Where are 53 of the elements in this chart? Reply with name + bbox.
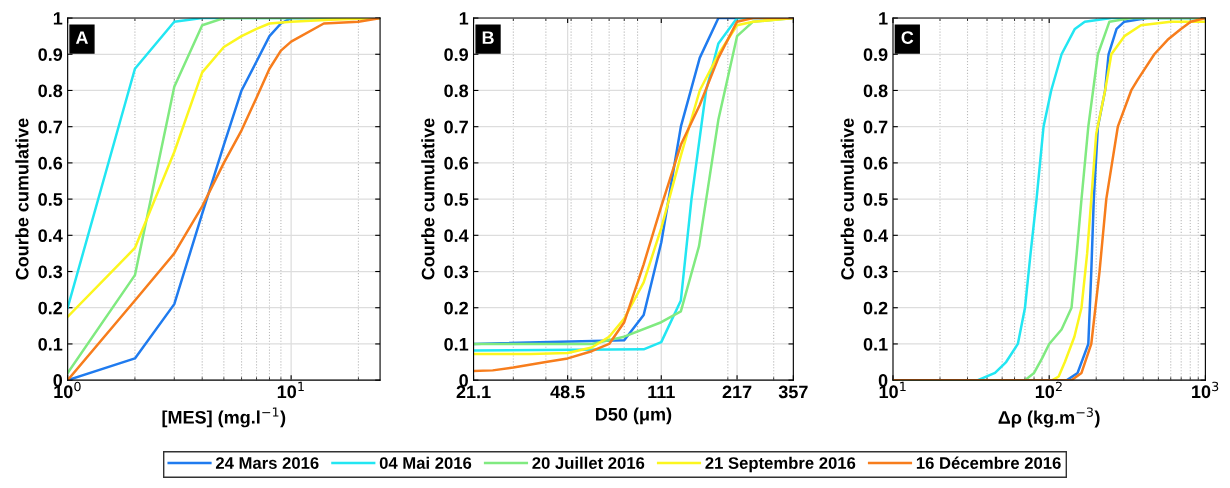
x-tick-label: 357 <box>778 385 808 399</box>
y-tick-label: 0.7 <box>38 120 62 134</box>
y-axis-title: Courbe cumulative <box>15 118 29 280</box>
y-tick-label: 0.8 <box>38 84 63 98</box>
y-tick-label: 0.6 <box>444 156 469 170</box>
y-tick-label: 0.9 <box>863 48 888 61</box>
annotation: C <box>901 31 914 44</box>
y-tick-label: 0.8 <box>444 84 469 98</box>
y-tick-label: 0.1 <box>38 337 63 351</box>
y-tick-label: 0.3 <box>38 265 63 279</box>
y-tick-label: 0.8 <box>863 84 888 98</box>
y-tick-label: 0.2 <box>863 301 888 315</box>
x-axis-title: D50 (μm) <box>596 407 672 425</box>
y-tick-label: 0.2 <box>444 301 468 315</box>
y-tick-label: 0.5 <box>863 193 888 206</box>
legend-label: 21 Septembre 2016 <box>705 456 856 473</box>
y-tick-label: 0.1 <box>863 337 888 351</box>
x-tick-label: 10$^{3}$ <box>1192 381 1219 399</box>
y-tick-label: 0.4 <box>444 229 469 243</box>
y-tick-label: 0.4 <box>38 229 63 243</box>
y-tick-label: 0.1 <box>444 337 469 351</box>
y-tick-label: 0.4 <box>863 229 889 243</box>
y-axis-title: Courbe cumulative <box>840 118 854 280</box>
x-tick-label: 111 <box>648 385 675 399</box>
annotation: A <box>75 31 89 44</box>
x-tick-label: 10$^{2}$ <box>1035 381 1062 399</box>
y-tick-label: 1 <box>53 12 63 25</box>
x-tick-label: 48.5 <box>550 385 585 399</box>
y-tick-label: 0 <box>459 374 468 387</box>
x-axis-title: Δρ (kg.m$^{−3}$) <box>998 407 1100 428</box>
y-tick-label: 0.6 <box>38 156 63 170</box>
y-tick-label: 0.7 <box>444 120 468 134</box>
y-tick-label: 0.5 <box>444 193 469 206</box>
y-tick-label: 1 <box>459 12 469 25</box>
legend-label: 04 Mai 2016 <box>379 456 472 469</box>
x-axis-title: [MES] (mg.l$^{−1}$) <box>162 407 286 428</box>
legend-label: 16 Décembre 2016 <box>916 456 1061 469</box>
legend-label: 24 Mars 2016 <box>215 457 319 469</box>
y-tick-label: 0.7 <box>863 120 888 134</box>
y-tick-label: 0.9 <box>38 48 63 61</box>
y-tick-label: 0.6 <box>863 156 888 170</box>
y-tick-label: 0.3 <box>444 265 469 279</box>
legend-label: 20 Juillet 2016 <box>532 456 645 469</box>
y-axis-title: Courbe cumulative <box>421 118 435 280</box>
x-tick-label: 217 <box>722 385 752 399</box>
y-tick-label: 0.2 <box>38 301 63 315</box>
y-tick-label: 1 <box>879 12 888 25</box>
y-tick-label: 0.5 <box>38 193 63 206</box>
x-tick-label: 10$^{1}$ <box>277 381 304 399</box>
y-tick-label: 0.3 <box>863 265 888 279</box>
y-tick-label: 0.9 <box>444 48 469 61</box>
x-tick-label: 21.1 <box>456 385 491 399</box>
annotation: B <box>482 31 494 44</box>
